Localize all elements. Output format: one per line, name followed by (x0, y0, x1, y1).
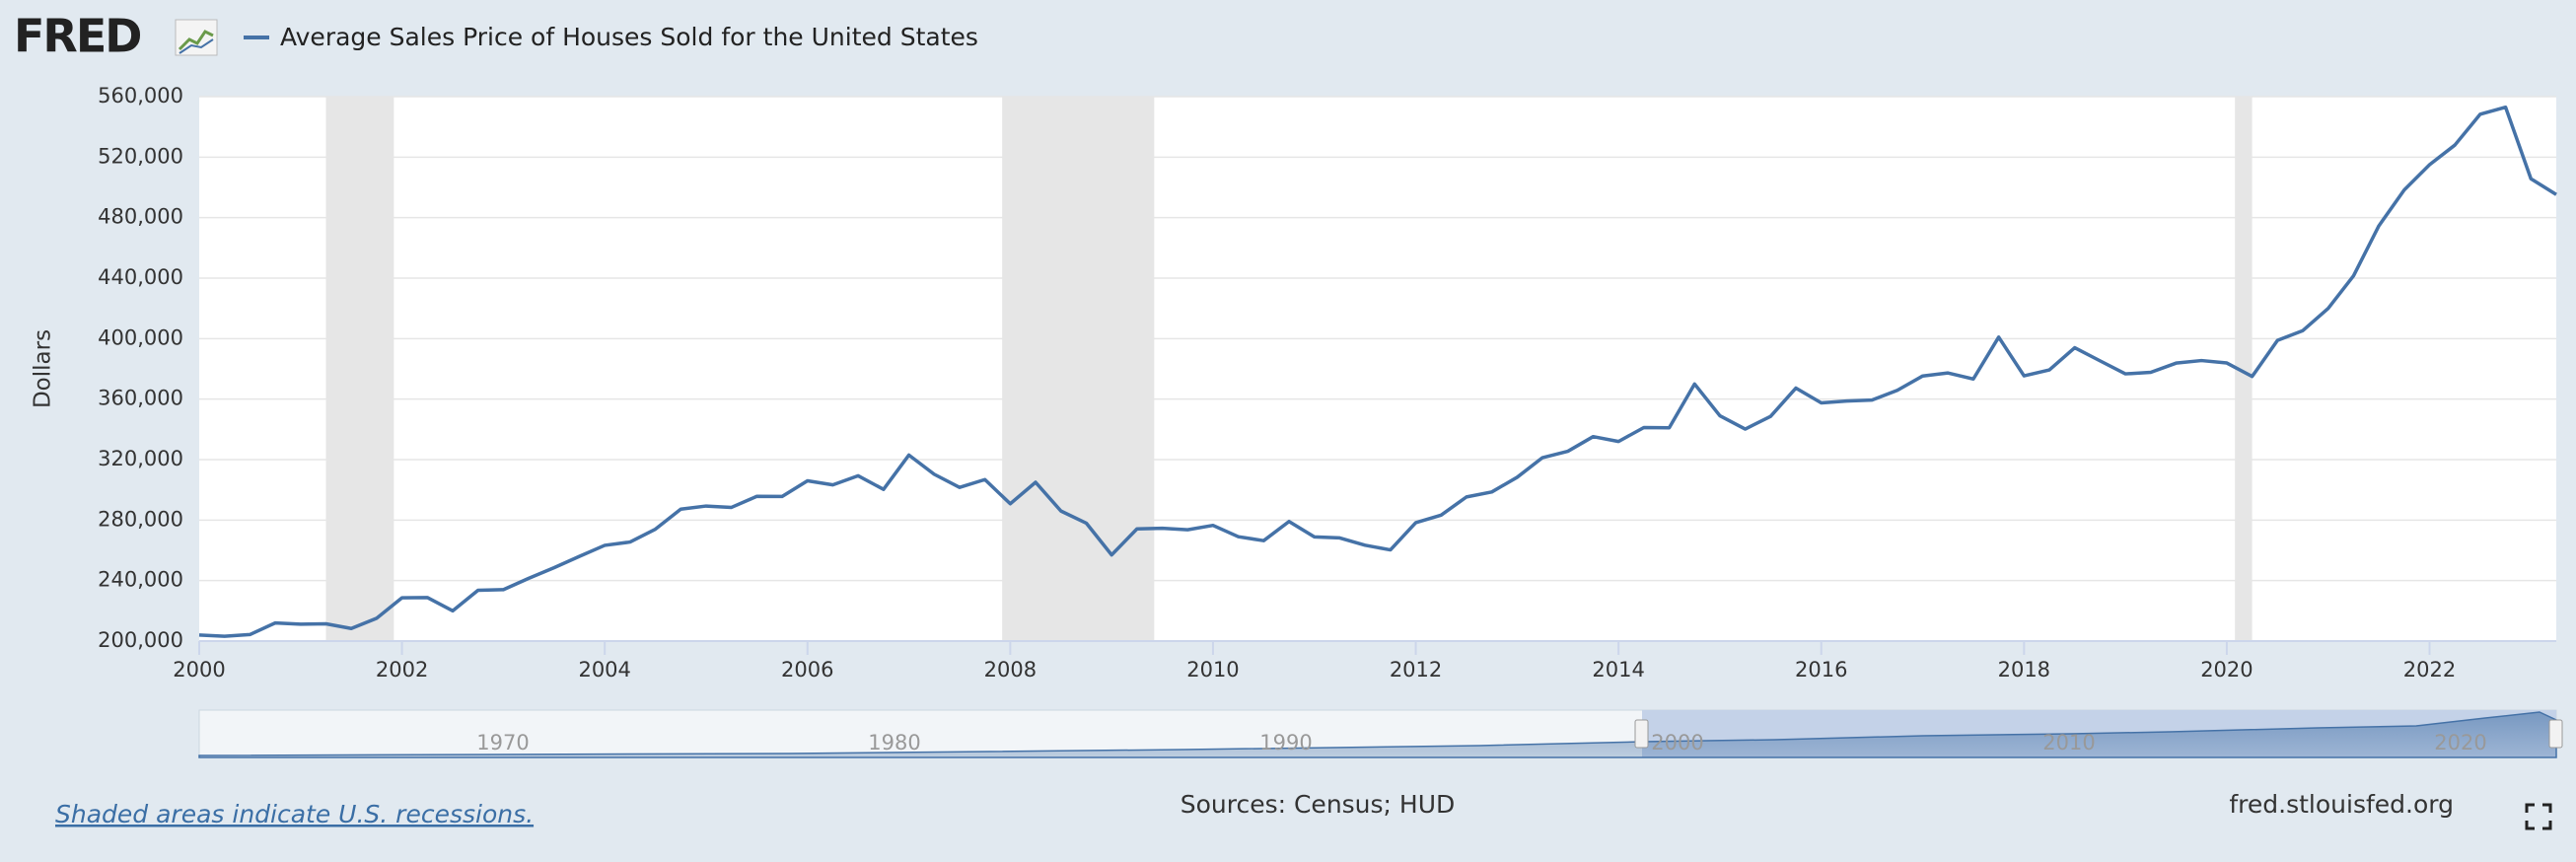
recessions (325, 97, 2253, 641)
x-tick-label: 2012 (1390, 658, 1442, 682)
x-tick-label: 2010 (1186, 658, 1239, 682)
y-tick-label: 480,000 (98, 205, 183, 229)
recession-band (325, 97, 394, 641)
navigator-tick-label: 1990 (1259, 731, 1312, 754)
navigator-series (198, 711, 2557, 758)
y-tick-label: 240,000 (98, 568, 183, 592)
sources: Sources: Census; HUD (1181, 790, 1456, 819)
navigator-tick-label: 2020 (2434, 731, 2486, 754)
recession-band (2235, 97, 2253, 641)
navigator: 1970 1980 1990 2000 2010 2020 (198, 709, 2563, 758)
navigator-handle[interactable] (1634, 719, 1649, 749)
x-tick-label: 2020 (2200, 658, 2253, 682)
x-tick-label: 2006 (781, 658, 833, 682)
y-tick-label: 440,000 (98, 265, 183, 289)
navigator-handle[interactable] (2548, 719, 2563, 749)
y-axis-label: Dollars (31, 329, 56, 408)
x-tick-label: 2004 (578, 658, 630, 682)
x-tick-label: 2014 (1592, 658, 1644, 682)
navigator-tick-label: 2000 (1651, 731, 1703, 754)
navigator-tick-label: 2010 (2042, 731, 2095, 754)
navigator-tick-label: 1980 (868, 731, 920, 754)
axes: 200,000 240,000 280,000 320,000 360,000 400,0… (98, 84, 2556, 682)
x-tick-label: 2000 (173, 658, 225, 682)
x-tick-label: 2008 (984, 658, 1037, 682)
series (198, 105, 2557, 638)
y-tick-label: 320,000 (98, 447, 183, 470)
chart-title: Average Sales Price of Houses Sold for t… (280, 23, 978, 51)
x-tick-label: 2016 (1795, 658, 1847, 682)
plot-area (199, 97, 2556, 641)
y-tick-label: 360,000 (98, 387, 183, 410)
recession-note-link[interactable]: Shaded areas indicate U.S. recessions. (55, 800, 534, 828)
y-tick-label: 400,000 (98, 325, 183, 349)
navigator-ticks: 1970 1980 1990 2000 2010 2020 (476, 731, 2486, 754)
x-tick-label: 2018 (1998, 658, 2050, 682)
y-tick-label: 560,000 (98, 84, 183, 108)
fullscreen-button[interactable] (2525, 803, 2552, 830)
y-tick-label: 200,000 (98, 628, 183, 652)
grid (199, 96, 2556, 642)
navigator-tick-label: 1970 (476, 731, 529, 754)
recession-band (1002, 97, 1155, 641)
site-link[interactable]: fred.stlouisfed.org (2229, 790, 2454, 819)
x-tick-label: 2002 (376, 658, 428, 682)
series-line (198, 105, 2557, 638)
logo-icon (175, 19, 218, 56)
x-tick-label: 2022 (2403, 658, 2456, 682)
logo[interactable]: FRED (14, 10, 142, 63)
y-tick-label: 520,000 (98, 144, 183, 168)
y-tick-label: 280,000 (98, 507, 183, 531)
